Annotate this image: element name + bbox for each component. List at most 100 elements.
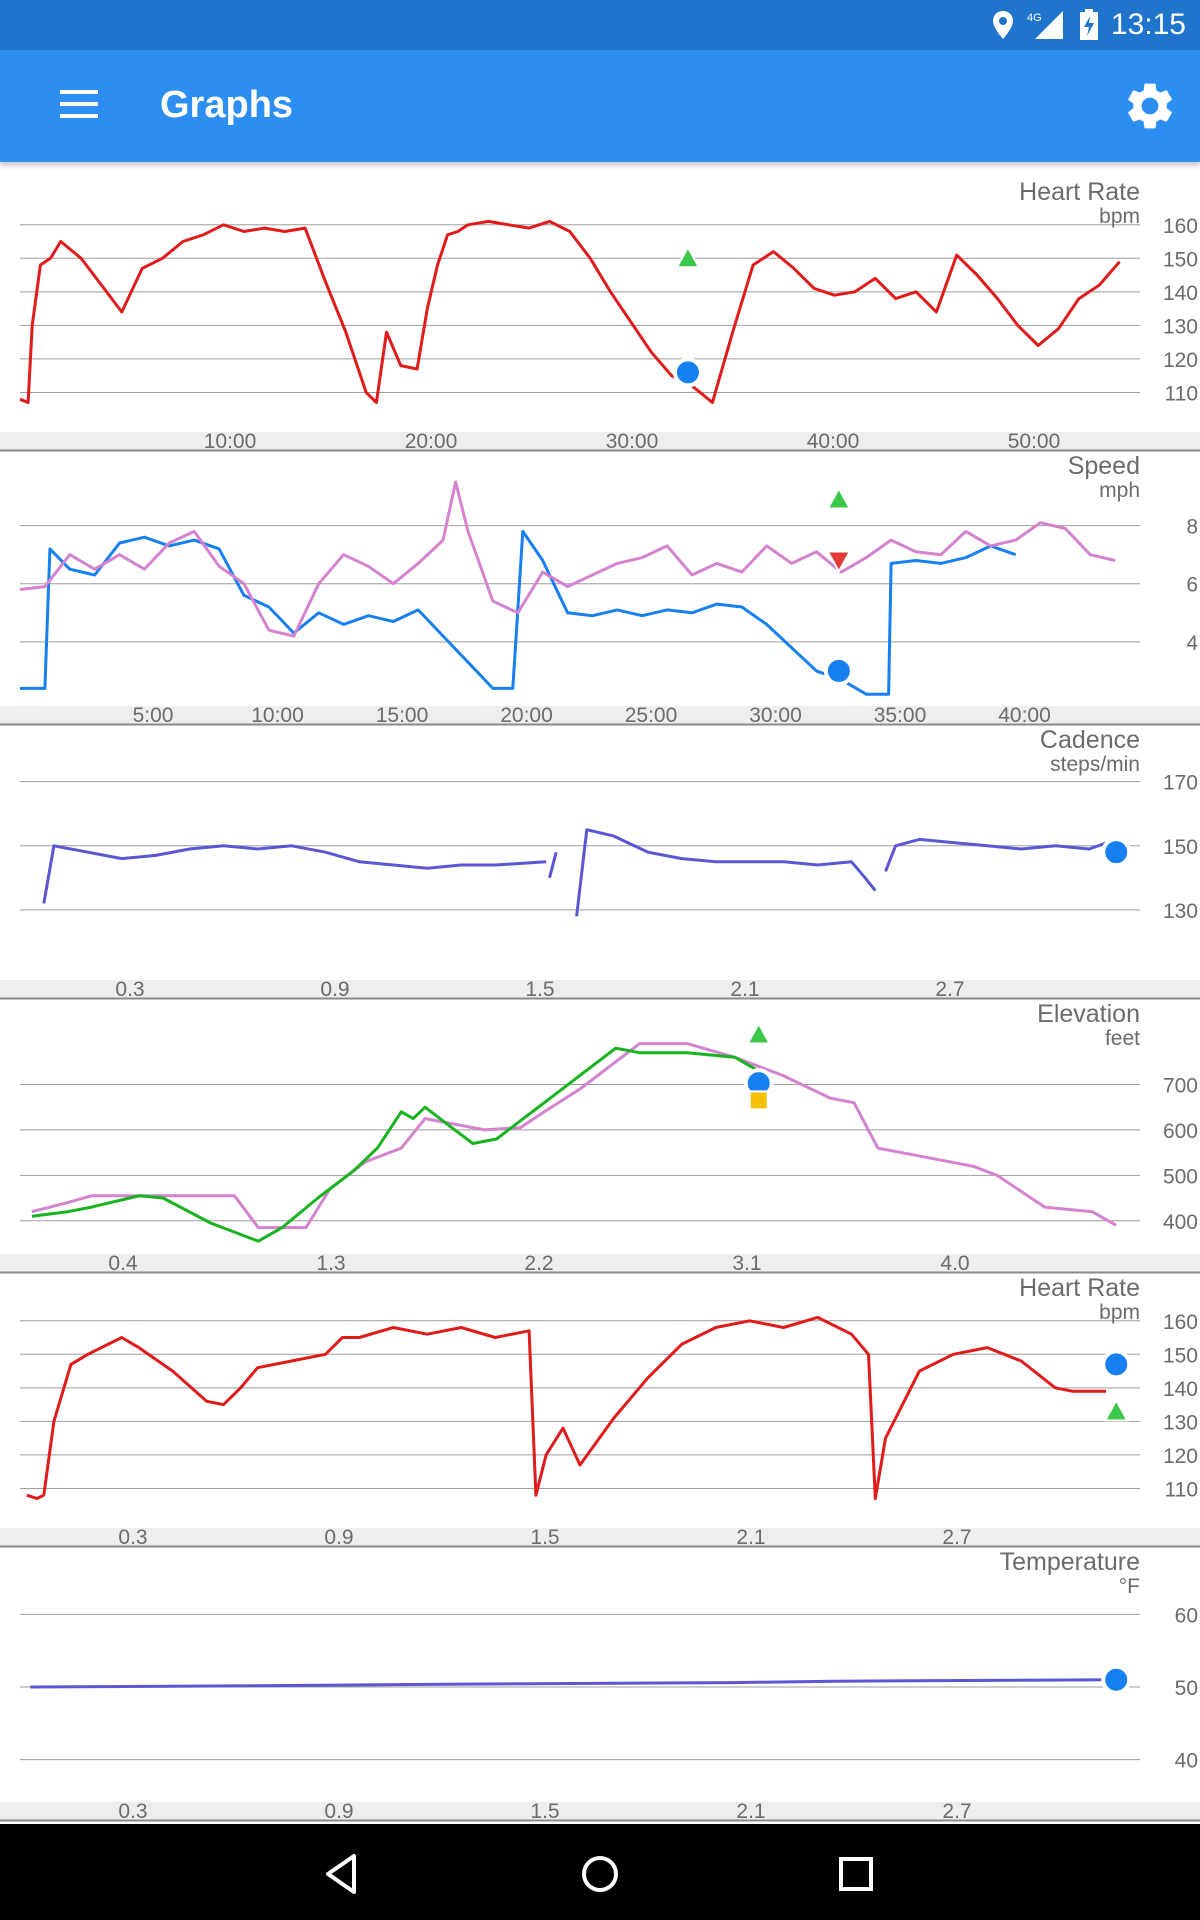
- series-line: [31, 1046, 760, 1243]
- unit-label: steps/min: [1050, 753, 1140, 776]
- lap-up-marker[interactable]: [1103, 1398, 1129, 1422]
- y-tick-label: 130: [1163, 315, 1198, 338]
- signal-icon: 4G: [1027, 11, 1063, 39]
- chart-title: Temperature: [1000, 1548, 1140, 1576]
- y-tick-label: 50: [1175, 1677, 1198, 1700]
- cursor-dot-marker[interactable]: [1101, 837, 1132, 868]
- graphs-container[interactable]: 110 120 130 140 150 160 10:00 20:00 30:00 40:00 50…: [0, 162, 1200, 1824]
- x-tick-label: 0.9: [324, 1800, 353, 1822]
- y-tick-label: 130: [1163, 1411, 1198, 1434]
- navigation-bar: [0, 1824, 1200, 1920]
- x-tick-label: 0.9: [324, 1526, 353, 1548]
- y-tick-label: 4: [1186, 632, 1198, 655]
- lap-up-marker[interactable]: [746, 1021, 772, 1045]
- y-tick-label: 6: [1186, 574, 1198, 597]
- cursor-dot-marker[interactable]: [672, 357, 703, 388]
- lap-up-marker[interactable]: [826, 486, 852, 510]
- hr-dist-chart[interactable]: 110 120 130 140 150 160 0.3 0.9 1.5 2.1 2.7 Heart R…: [0, 1274, 1200, 1548]
- chart-title: Heart Rate: [1019, 178, 1140, 206]
- home-button[interactable]: [572, 1846, 628, 1902]
- x-tick-label: 1.5: [525, 978, 554, 1000]
- x-axis-strip: [0, 432, 1200, 450]
- elevation-panel[interactable]: 400 500 600 700 0.4 1.3 2.2 3.1 4.0 Elevation feet: [0, 1000, 1200, 1274]
- y-tick-label: 110: [1165, 382, 1198, 405]
- x-tick-label: 1.3: [316, 1252, 345, 1274]
- lap-down-marker[interactable]: [826, 550, 852, 574]
- series-line: [42, 844, 547, 904]
- x-tick-label: 2.7: [935, 978, 964, 1000]
- cursor-dot-marker[interactable]: [1101, 1349, 1132, 1380]
- y-tick-label: 400: [1163, 1211, 1198, 1234]
- x-tick-label: 3.1: [732, 1252, 761, 1274]
- x-tick-label: 40:00: [998, 704, 1051, 726]
- y-tick-label: 130: [1163, 900, 1198, 923]
- series-line: [26, 1315, 1107, 1500]
- y-tick-label: 8: [1186, 516, 1198, 539]
- y-tick-label: 170: [1163, 772, 1198, 795]
- temperature-dist-chart[interactable]: 40 50 60 0.3 0.9 1.5 2.1 2.7 Temperature°F: [0, 1548, 1200, 1822]
- x-tick-label: 2.7: [942, 1800, 971, 1822]
- series-line: [19, 480, 1116, 638]
- y-tick-label: 160: [1163, 1311, 1198, 1334]
- x-tick-label: 2.1: [736, 1526, 765, 1548]
- x-axis-strip: [0, 1254, 1200, 1272]
- chart-title: Cadence: [1040, 726, 1140, 754]
- x-tick-label: 2.1: [736, 1800, 765, 1822]
- series-line: [548, 851, 558, 879]
- speed-time-chart[interactable]: 4 6 8 5:00 10:00 15:00 20:00 25:00 30:00 35:00 40:…: [0, 452, 1200, 726]
- x-axis-strip: [0, 706, 1200, 724]
- menu-icon: [60, 90, 98, 118]
- y-tick-label: 120: [1163, 349, 1198, 372]
- x-tick-label: 0.3: [118, 1526, 147, 1548]
- page-title: Graphs: [160, 84, 294, 126]
- settings-button[interactable]: [1122, 78, 1178, 134]
- heart-rate-distance-panel[interactable]: 110 120 130 140 150 160 0.3 0.9 1.5 2.1 2.7 Heart R…: [0, 1274, 1200, 1548]
- recents-button[interactable]: [828, 1846, 884, 1902]
- unit-label: bpm: [1099, 205, 1140, 228]
- y-tick-label: 140: [1163, 1378, 1198, 1401]
- cursor-dot-marker[interactable]: [823, 655, 854, 686]
- y-tick-label: 60: [1175, 1604, 1198, 1627]
- heart-rate-time-panel[interactable]: 110 120 130 140 150 160 10:00 20:00 30:00 40:00 50…: [0, 178, 1200, 452]
- y-tick-label: 110: [1165, 1478, 1198, 1501]
- x-tick-label: 4.0: [940, 1252, 969, 1274]
- x-tick-label: 50:00: [1008, 430, 1061, 452]
- x-tick-label: 20:00: [405, 430, 458, 452]
- series-line: [31, 1042, 1117, 1230]
- unit-label: feet: [1105, 1027, 1140, 1050]
- unit-label: bpm: [1099, 1301, 1140, 1324]
- y-tick-label: 160: [1163, 215, 1198, 238]
- x-axis-strip: [0, 1802, 1200, 1820]
- x-tick-label: 30:00: [606, 430, 659, 452]
- y-tick-label: 150: [1163, 248, 1198, 271]
- x-tick-label: 10:00: [204, 430, 257, 452]
- back-button[interactable]: [316, 1846, 372, 1902]
- temperature-panel[interactable]: 40 50 60 0.3 0.9 1.5 2.1 2.7 Temperature °F: [0, 1548, 1200, 1822]
- waypoint-marker[interactable]: [748, 1090, 769, 1111]
- y-tick-label: 140: [1163, 282, 1198, 305]
- series-line: [20, 529, 1017, 696]
- speed-panel[interactable]: 4 6 8 5:00 10:00 15:00 20:00 25:00 30:00 35:00 40:…: [0, 452, 1200, 726]
- hr-time-chart[interactable]: 110 120 130 140 150 160 10:00 20:00 30:00 40:00 50…: [0, 178, 1200, 452]
- x-tick-label: 40:00: [807, 430, 860, 452]
- x-tick-label: 10:00: [251, 704, 304, 726]
- recents-icon: [839, 1857, 873, 1891]
- x-axis-strip: [0, 1528, 1200, 1546]
- series-line: [30, 1678, 1117, 1689]
- x-tick-label: 15:00: [376, 704, 429, 726]
- cadence-panel[interactable]: 130 150 170 0.3 0.9 1.5 2.1 2.7 Cadence steps/min: [0, 726, 1200, 1000]
- unit-label: mph: [1099, 479, 1140, 502]
- x-tick-label: 30:00: [749, 704, 802, 726]
- x-tick-label: 0.4: [108, 1252, 138, 1274]
- battery-charging-icon: [1079, 9, 1098, 40]
- lap-up-marker[interactable]: [675, 245, 701, 269]
- x-tick-label: 35:00: [874, 704, 927, 726]
- series-line: [19, 219, 1121, 404]
- x-tick-label: 2.2: [524, 1252, 553, 1274]
- menu-button[interactable]: [44, 80, 116, 132]
- cursor-dot-marker[interactable]: [1101, 1664, 1132, 1695]
- x-tick-label: 20:00: [500, 704, 553, 726]
- back-icon: [326, 1854, 356, 1894]
